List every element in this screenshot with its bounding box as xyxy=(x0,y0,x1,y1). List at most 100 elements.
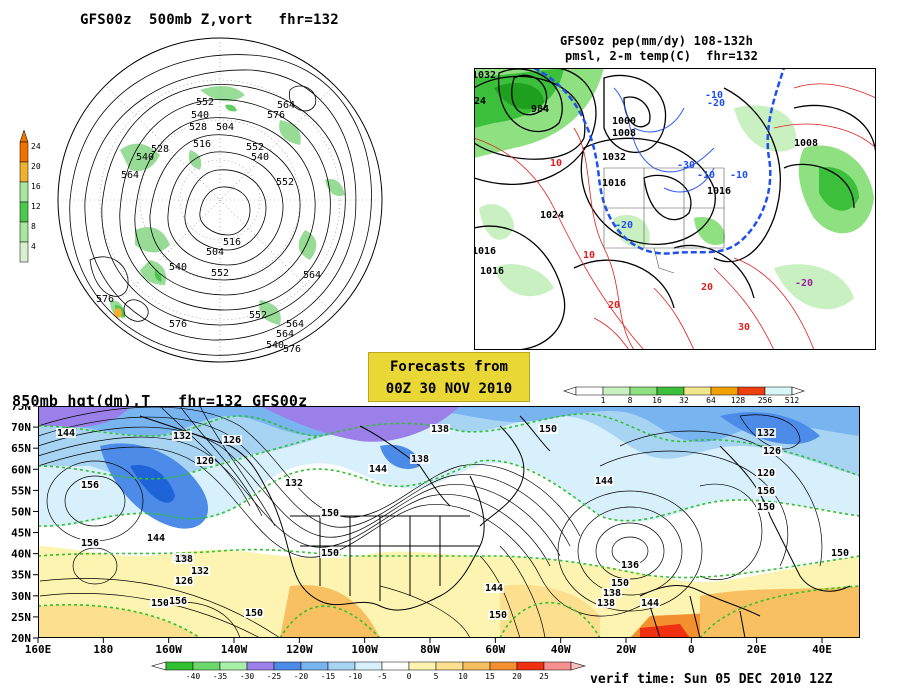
h850-colorbar-swatch xyxy=(435,661,464,671)
pep-label: 30 xyxy=(738,322,750,333)
h850-contour-label: 144 xyxy=(369,464,387,475)
polar-contour-label: 564 xyxy=(121,170,139,181)
h850-contour-label: 144 xyxy=(641,598,659,609)
h850-contour-label: 138 xyxy=(603,588,621,599)
h850-colorbar-swatch xyxy=(273,661,302,671)
polar-contour-label: 540 xyxy=(169,262,187,273)
h850-colorbar-label: -20 xyxy=(294,672,309,681)
h850-colorbar-label: 20 xyxy=(512,672,522,681)
pep-label: 1016 xyxy=(707,186,731,197)
pep-label: -30 xyxy=(677,160,695,171)
h850-contour-label: 136 xyxy=(621,560,639,571)
pep-label: 1016 xyxy=(474,246,496,257)
polar-contour-label: 564 xyxy=(303,270,321,281)
h850-contour-label: 138 xyxy=(597,598,615,609)
h850-contour-label: 132 xyxy=(285,478,303,489)
lon-tick-label: 40E xyxy=(812,643,832,656)
lat-tick-label: 50N xyxy=(11,505,31,518)
h850-contour-label: 150 xyxy=(831,548,849,559)
pep-colorbar-swatch xyxy=(656,386,685,396)
h850-colorbar-swatch xyxy=(543,661,572,671)
pep-label: -20 xyxy=(795,278,813,289)
h850-panel-title: 850mb hgt(dm),T fhr=132 GFS00z xyxy=(12,392,308,410)
polar-colorbar-label: 12 xyxy=(31,202,41,211)
polar-colorbar-swatch xyxy=(19,161,29,183)
h850-colorbar-swatch xyxy=(327,661,356,671)
h850-contour-label: 132 xyxy=(191,566,209,577)
h850-contour-label: 132 xyxy=(757,428,775,439)
h850-contour-label: 150 xyxy=(611,578,629,589)
h850-colorbar-swatch xyxy=(219,661,248,671)
polar-colorbar-swatch xyxy=(19,201,29,223)
pep-label: 10 xyxy=(583,250,595,261)
polar-contour-label: 552 xyxy=(276,177,294,188)
h850-contour-label: 156 xyxy=(81,538,99,549)
polar-contour-label: 552 xyxy=(246,142,264,153)
polar-contour-labels: 5525405285645165765045405285645525405525… xyxy=(96,97,321,355)
lon-tick-label: 40W xyxy=(551,643,571,656)
pep-colorbar-label: 64 xyxy=(706,396,716,404)
polar-contour-label: 564 xyxy=(286,319,304,330)
h850-colorbar-swatch xyxy=(192,661,221,671)
h850-contour-label: 144 xyxy=(485,583,503,594)
polar-colorbar-swatch xyxy=(19,241,29,263)
pep-colorbar-swatch xyxy=(764,386,793,396)
h850-colorbar-label: 10 xyxy=(458,672,468,681)
h850-contour-label: 126 xyxy=(175,576,193,587)
h850-contour-label: 156 xyxy=(169,596,187,607)
pep-label: 20 xyxy=(701,282,713,293)
lon-tick-label: 80W xyxy=(420,643,440,656)
lat-tick-label: 40N xyxy=(11,548,31,561)
pep-colorbar-label: 32 xyxy=(679,396,689,404)
pep-label: -10 xyxy=(697,170,715,181)
h850-colorbar-label: -40 xyxy=(186,672,201,681)
h850-colorbar-swatch xyxy=(300,661,329,671)
pep-colorbar-swatch xyxy=(629,386,658,396)
pep-colorbar-swatch xyxy=(575,386,604,396)
h850-colorbar-swatch xyxy=(489,661,518,671)
lat-tick-label: 75N xyxy=(11,406,31,413)
polar-contour-label: 576 xyxy=(267,110,285,121)
h850-contour-label: 138 xyxy=(431,424,449,435)
pep-label: 20 xyxy=(608,300,620,311)
h850-contour-label: 150 xyxy=(151,598,169,609)
polar-contour-label: 540 xyxy=(191,110,209,121)
verif-time: verif time: Sun 05 DEC 2010 12Z xyxy=(590,672,833,687)
pep-colorbar-swatch xyxy=(683,386,712,396)
pep-label: 24 xyxy=(474,96,486,107)
h850-contour-label: 120 xyxy=(757,468,775,479)
polar-contour-label: 516 xyxy=(193,139,211,150)
h850-contour-label: 150 xyxy=(321,508,339,519)
forecast-init-box: Forecasts from 00Z 30 NOV 2010 xyxy=(368,352,530,402)
polar-colorbar-swatch xyxy=(19,181,29,203)
polar-contour-label: 576 xyxy=(96,294,114,305)
polar-colorbar-label: 20 xyxy=(31,162,41,171)
h850-map: 1441321261201561321501441381501561501501… xyxy=(11,406,860,656)
pep-panel-title-line1: GFS00z pep(mm/dy) 108-132h xyxy=(560,34,754,48)
h850-colorbar-label: 5 xyxy=(434,672,439,681)
h850-contour-label: 126 xyxy=(763,446,781,457)
pep-label: 1000 xyxy=(612,116,636,127)
h850-colorbar-swatch xyxy=(165,661,194,671)
lon-tick-label: 160E xyxy=(25,643,52,656)
polar-colorbar-label: 8 xyxy=(31,222,36,231)
pep-label: 984 xyxy=(531,104,549,115)
h850-colorbar-label: -10 xyxy=(348,672,363,681)
h850-contour-label: 138 xyxy=(411,454,429,465)
h850-colorbar-label: -25 xyxy=(267,672,282,681)
lon-tick-label: 20E xyxy=(747,643,767,656)
h850-colorbar-label: -30 xyxy=(240,672,255,681)
pep-label: 1008 xyxy=(794,138,818,149)
h850-contour-label: 126 xyxy=(223,435,241,446)
lat-tick-label: 65N xyxy=(11,442,31,455)
h850-contour-label: 156 xyxy=(81,480,99,491)
pep-colorbar-label: 8 xyxy=(628,396,633,404)
pep-colorbar-label: 16 xyxy=(652,396,662,404)
h850-contour-label: 150 xyxy=(539,424,557,435)
polar-contour-label: 516 xyxy=(223,237,241,248)
pep-colorbar-swatch xyxy=(710,386,739,396)
polar-contour-label: 576 xyxy=(283,344,301,355)
pep-panel-title-line2: pmsl, 2-m temp(C) fhr=132 xyxy=(565,49,759,63)
h850-colorbar-swatch xyxy=(408,661,437,671)
h850-contour-label: 132 xyxy=(173,431,191,442)
